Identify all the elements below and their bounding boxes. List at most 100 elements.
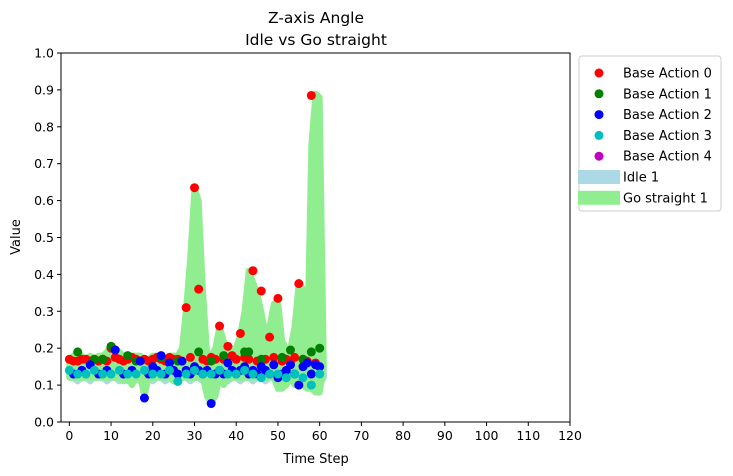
point-base-action-3 xyxy=(298,373,308,383)
point-base-action-3 xyxy=(206,369,216,379)
point-base-action-3 xyxy=(106,369,116,379)
point-base-action-0 xyxy=(306,90,316,100)
legend-swatch-idle-1 xyxy=(578,170,620,184)
point-base-action-2 xyxy=(206,399,216,409)
point-base-action-0 xyxy=(215,321,225,331)
point-base-action-1 xyxy=(73,347,83,357)
x-tick-label: 70 xyxy=(353,428,369,443)
x-tick-label: 50 xyxy=(270,428,286,443)
point-base-action-0 xyxy=(181,303,191,313)
point-base-action-1 xyxy=(277,352,287,362)
point-base-action-0 xyxy=(294,279,304,289)
y-axis: 0.0 0.1 0.2 0.3 0.4 0.5 0.6 0.7 0.8 0.9 1.0 xyxy=(34,46,61,430)
point-base-action-3 xyxy=(198,369,208,379)
point-base-action-3 xyxy=(223,369,233,379)
point-base-action-2 xyxy=(294,380,304,390)
x-tick-label: 60 xyxy=(312,428,328,443)
point-base-action-2 xyxy=(156,351,166,361)
point-base-action-3 xyxy=(148,369,158,379)
point-base-action-3 xyxy=(215,365,225,375)
point-base-action-1 xyxy=(194,347,204,357)
point-base-action-2 xyxy=(177,356,187,366)
point-base-action-1 xyxy=(219,351,229,361)
point-base-action-3 xyxy=(89,365,99,375)
point-base-action-0 xyxy=(235,328,245,338)
point-base-action-3 xyxy=(240,365,250,375)
point-base-action-2 xyxy=(223,358,233,368)
point-base-action-0 xyxy=(231,354,241,364)
point-base-action-3 xyxy=(231,369,241,379)
point-base-action-1 xyxy=(123,351,133,361)
point-base-action-2 xyxy=(315,362,325,372)
x-tick-label: 20 xyxy=(145,428,161,443)
x-tick-label: 120 xyxy=(558,428,582,443)
point-base-action-3 xyxy=(248,369,258,379)
point-base-action-1 xyxy=(98,354,108,364)
point-base-action-3 xyxy=(273,369,283,379)
point-base-action-0 xyxy=(290,352,300,362)
point-base-action-3 xyxy=(256,373,266,383)
point-base-action-3 xyxy=(281,373,291,383)
point-base-action-2 xyxy=(285,360,295,370)
point-base-action-2 xyxy=(306,369,316,379)
point-base-action-2 xyxy=(269,360,279,370)
y-tick-label: 0.0 xyxy=(34,415,54,430)
plot-area xyxy=(60,52,571,423)
point-base-action-3 xyxy=(131,369,141,379)
point-base-action-3 xyxy=(290,369,300,379)
legend-label-base-action-4: Base Action 4 xyxy=(623,150,712,165)
y-tick-label: 0.4 xyxy=(34,267,54,282)
point-base-action-3 xyxy=(139,365,149,375)
x-tick-label: 80 xyxy=(395,428,411,443)
point-base-action-1 xyxy=(244,347,254,357)
y-tick-label: 0.8 xyxy=(34,119,54,134)
point-base-action-1 xyxy=(285,345,295,355)
point-base-action-3 xyxy=(173,376,183,386)
y-tick-label: 1.0 xyxy=(34,46,54,61)
point-base-action-0 xyxy=(265,332,275,342)
point-base-action-1 xyxy=(256,354,266,364)
point-base-action-3 xyxy=(265,369,275,379)
point-base-action-0 xyxy=(223,341,233,351)
y-tick-label: 0.7 xyxy=(34,156,54,171)
legend-marker-base-action-3 xyxy=(594,130,604,140)
points-layer xyxy=(64,90,325,409)
legend-label-base-action-2: Base Action 2 xyxy=(623,108,712,123)
legend: Base Action 0 Base Action 1 Base Action 2 B… xyxy=(578,55,722,212)
chart-subtitle: Idle vs Go straight xyxy=(245,31,387,49)
legend-label-base-action-0: Base Action 0 xyxy=(623,67,712,82)
legend-marker-base-action-0 xyxy=(594,68,604,78)
legend-marker-base-action-2 xyxy=(594,110,604,120)
point-base-action-3 xyxy=(81,369,91,379)
point-base-action-0 xyxy=(194,284,204,294)
legend-label-base-action-1: Base Action 1 xyxy=(623,87,712,102)
point-base-action-2 xyxy=(164,358,174,368)
point-base-action-3 xyxy=(190,365,200,375)
point-base-action-3 xyxy=(315,369,325,379)
point-base-action-0 xyxy=(256,286,266,296)
x-tick-label: 10 xyxy=(103,428,119,443)
point-base-action-0 xyxy=(269,352,279,362)
x-axis-label: Time Step xyxy=(282,452,349,467)
legend-marker-base-action-1 xyxy=(594,89,604,99)
point-base-action-2 xyxy=(110,345,120,355)
point-base-action-0 xyxy=(273,293,283,303)
point-base-action-3 xyxy=(156,369,166,379)
point-base-action-2 xyxy=(173,369,183,379)
legend-marker-base-action-4 xyxy=(594,151,604,161)
y-axis-label: Value xyxy=(9,219,24,255)
point-base-action-0 xyxy=(190,183,200,193)
legend-label-base-action-3: Base Action 3 xyxy=(623,129,712,144)
x-tick-label: 0 xyxy=(65,428,73,443)
x-tick-label: 100 xyxy=(475,428,499,443)
y-tick-label: 0.6 xyxy=(34,193,54,208)
x-tick-label: 110 xyxy=(516,428,540,443)
point-base-action-2 xyxy=(302,358,312,368)
point-base-action-0 xyxy=(244,354,254,364)
legend-label-idle-1: Idle 1 xyxy=(623,171,659,186)
legend-label-go-straight-1: Go straight 1 xyxy=(623,191,708,206)
point-base-action-3 xyxy=(73,369,83,379)
chart-title: Z-axis Angle xyxy=(268,9,364,27)
point-base-action-0 xyxy=(185,352,195,362)
